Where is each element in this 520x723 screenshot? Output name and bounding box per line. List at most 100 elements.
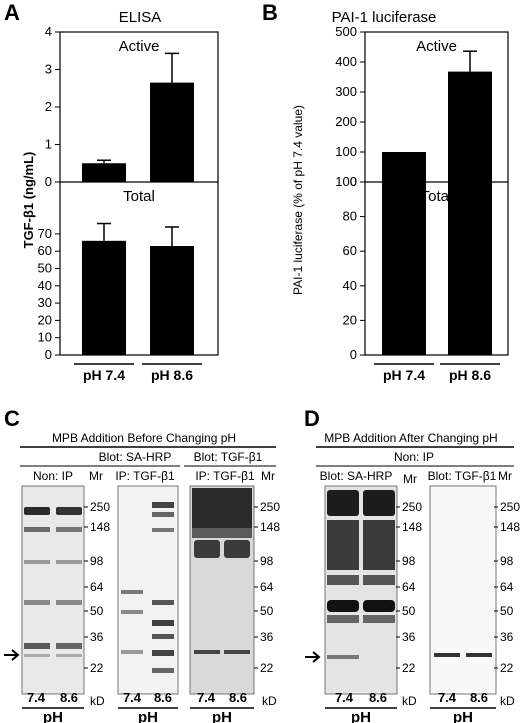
panel-c-kd-label-mid: kD (90, 694, 105, 708)
bar-active-1 (150, 82, 194, 182)
y-tick-label: 50 (38, 261, 52, 276)
y-tick-label: 0 (350, 347, 357, 362)
panel-d-blot-1 (324, 485, 398, 695)
panel-d-lane-1-ph-74: 7.4 (335, 690, 354, 705)
y-tick-label: 0 (45, 174, 52, 189)
panel-c-ph-label-1: pH (43, 709, 63, 723)
marker-50: 50 (500, 604, 514, 618)
panel-b-chart: 0100200300400500Active020406080100Totalp… (335, 24, 509, 383)
marker-22: 22 (90, 661, 104, 675)
panel-a-chart: 0 1 2 3 4 Active 0 10 20 30 40 50 60 70 Total pH 7.4 pH … (38, 24, 219, 383)
marker-50: 50 (90, 604, 104, 618)
marker-250: 250 (500, 500, 520, 514)
panel-d-header: MPB Addition After Changing pH (324, 431, 497, 445)
marker-148: 148 (402, 520, 422, 534)
marker-148: 148 (260, 520, 280, 534)
bar-total-1 (150, 246, 194, 355)
marker-36: 36 (90, 630, 104, 644)
y-tick-label: 40 (38, 278, 52, 293)
marker-148: 148 (500, 520, 520, 534)
panel-d-ph-label-2: pH (453, 709, 473, 723)
panel-a-title: ELISA (119, 9, 162, 26)
subplot-label-total: Total (421, 188, 453, 205)
subplot-label-active: Active (416, 38, 457, 55)
marker-50: 50 (260, 604, 274, 618)
panel-c-markers-mid: 250 148 98 64 50 36 22 (84, 500, 110, 675)
y-tick-label: 100 (335, 174, 357, 189)
panel-c-lane-2-ph-86: 8.6 (154, 690, 172, 705)
panel-b-title: PAI-1 luciferase (332, 9, 437, 26)
category-label-1: pH 8.6 (151, 367, 193, 383)
panel-c-ip-tgf-label-2: IP: TGF-β1 (195, 469, 255, 483)
y-tick-label: 100 (335, 144, 357, 159)
panel-c-non-ip-label: Non: IP (33, 469, 73, 483)
panel-c-mr-label-mid: Mr (89, 469, 103, 483)
panel-c-lane-2-ph-74: 7.4 (123, 690, 142, 705)
panel-c-lane-3-ph-74: 7.4 (197, 690, 216, 705)
y-tick-label: 300 (335, 84, 357, 99)
y-tick-label: 70 (38, 226, 52, 241)
panel-d-arrow-icon (305, 651, 321, 663)
y-tick-label: 3 (45, 62, 52, 77)
panel-c-blot-tgf-label: Blot: TGF-β1 (194, 450, 263, 464)
panel-d-blot-2 (429, 485, 497, 695)
y-tick-label: 20 (343, 312, 357, 327)
marker-98: 98 (402, 554, 416, 568)
y-tick-label: 200 (335, 114, 357, 129)
subplot-label-total: Total (123, 188, 155, 205)
panel-a-letter: A (4, 0, 20, 25)
marker-250: 250 (90, 500, 110, 514)
panel-d-kd-label-mid: kD (402, 694, 417, 708)
panel-c-ph-label-2: pH (138, 709, 158, 723)
panel-c-blot-sa-label: Blot: SA-HRP (99, 450, 172, 464)
marker-36: 36 (500, 630, 514, 644)
y-tick-label: 60 (343, 243, 357, 258)
panel-c-blot-3 (189, 485, 255, 695)
subplot-label-active: Active (119, 38, 160, 55)
y-tick-label: 4 (45, 24, 52, 39)
panel-d-lane-2-ph-86: 8.6 (470, 690, 488, 705)
category-label-0: pH 7.4 (83, 367, 125, 383)
marker-64: 64 (402, 580, 416, 594)
panel-d-non-ip-label: Non: IP (394, 450, 434, 464)
panel-c-blot-1 (21, 485, 85, 695)
panel-c-kd-label-right: kD (262, 694, 277, 708)
y-tick-label: 30 (38, 295, 52, 310)
y-tick-label: 20 (38, 312, 52, 327)
panel-d-lane-2-ph-74: 7.4 (438, 690, 457, 705)
marker-64: 64 (90, 580, 104, 594)
marker-50: 50 (402, 604, 416, 618)
panel-c-arrow-icon (4, 649, 20, 661)
panel-d-markers-right: 250 148 98 64 50 36 22 (494, 500, 520, 675)
y-tick-label: 2 (45, 99, 52, 114)
marker-22: 22 (402, 661, 416, 675)
y-tick-label: 400 (335, 54, 357, 69)
panel-a-y-axis-label: TGF-β1 (ng/mL) (21, 152, 36, 249)
marker-22: 22 (260, 661, 274, 675)
bar-total-1 (448, 180, 492, 355)
panel-c-ph-label-3: pH (212, 709, 232, 723)
panel-c-lane-3-ph-86: 8.6 (229, 690, 247, 705)
bar-active-0 (82, 163, 126, 182)
bar-active-1 (448, 71, 492, 182)
y-tick-label: 0 (350, 174, 357, 189)
y-tick-label: 10 (38, 330, 52, 345)
panel-d-blot-sa-label: Blot: SA-HRP (320, 469, 393, 483)
plot-frame (59, 31, 219, 356)
bar-total-0 (382, 182, 426, 355)
panel-b-letter: B (262, 0, 278, 25)
y-tick-label: 60 (38, 243, 52, 258)
marker-36: 36 (402, 630, 416, 644)
y-tick-label: 1 (45, 137, 52, 152)
category-label-0: pH 7.4 (383, 367, 425, 383)
marker-98: 98 (260, 554, 274, 568)
panel-d-ph-label-1: pH (351, 709, 371, 723)
marker-98: 98 (90, 554, 104, 568)
y-tick-label: 40 (343, 278, 357, 293)
panel-c-blot-2 (117, 485, 179, 695)
panel-d-lane-1-ph-86: 8.6 (369, 690, 387, 705)
panel-c-header: MPB Addition Before Changing pH (52, 431, 236, 445)
panel-b-y-axis-label: PAI-1 luciferase (% of pH 7.4 value) (291, 105, 305, 295)
panel-c-lane-1-ph-74: 7.4 (27, 690, 46, 705)
